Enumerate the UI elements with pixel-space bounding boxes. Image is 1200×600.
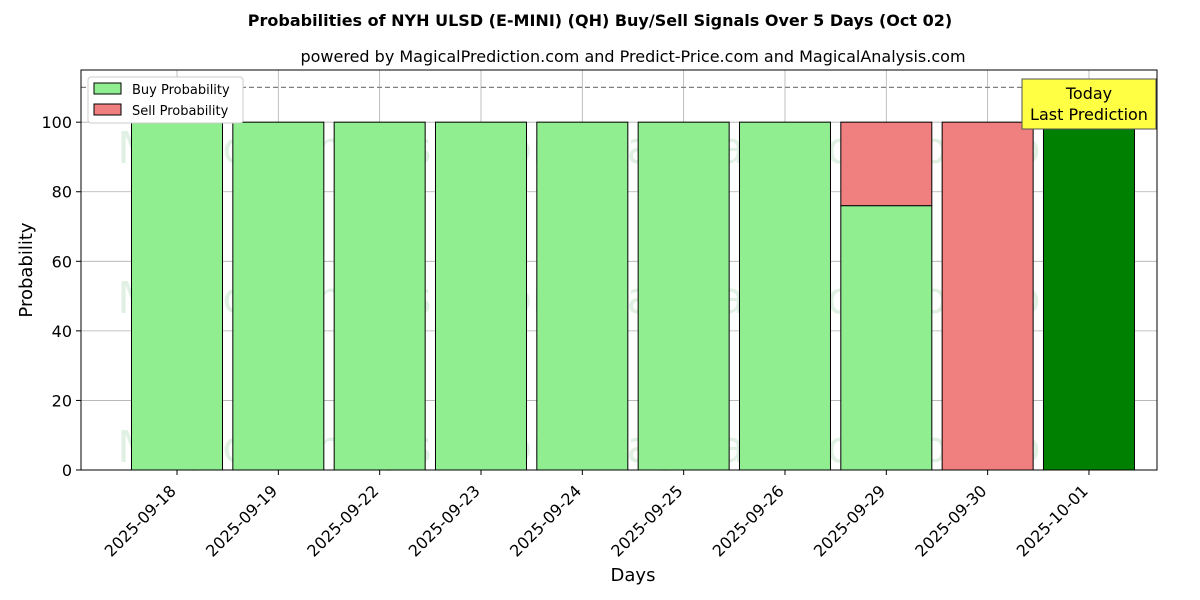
legend-label-buy: Buy Probability (132, 83, 230, 98)
bar-buy (738, 121, 831, 471)
bars-layer (131, 121, 1135, 471)
bar-buy (131, 121, 223, 471)
bar-buy (1042, 121, 1135, 471)
y-tick-label: 40 (52, 322, 72, 341)
x-tick-label: 2025-09-26 (709, 481, 788, 560)
x-axis-label: Days (611, 565, 656, 586)
x-tick-label: 2025-09-25 (607, 481, 686, 560)
x-tick-label: 2025-09-24 (506, 481, 585, 560)
x-tick-label: 2025-09-18 (101, 481, 180, 560)
x-tick-label: 2025-09-22 (303, 481, 382, 560)
legend-swatch-sell (93, 103, 122, 116)
annotation-box (1021, 78, 1157, 130)
legend-label-sell: Sell Probability (132, 104, 229, 119)
today-annotation: Today Last Prediction (1021, 78, 1157, 130)
annotation-line-1: Today (1065, 84, 1112, 103)
annotation-line-2: Last Prediction (1030, 105, 1148, 124)
bar-buy (536, 121, 629, 471)
x-tick-label: 2025-10-01 (1013, 481, 1092, 560)
legend-frame (87, 76, 244, 124)
y-axis-label: Probability (16, 222, 37, 317)
chart-subtitle: powered by MagicalPrediction.com and Pre… (300, 47, 965, 66)
plot-frame (80, 69, 1158, 471)
x-tick-label: 2025-09-29 (810, 481, 889, 560)
bar-buy (333, 121, 426, 471)
y-tick-label: 0 (62, 461, 72, 480)
chart-title: Probabilities of NYH ULSD (E-MINI) (QH) … (248, 11, 952, 30)
bar-sell (840, 121, 933, 207)
bar-buy (232, 121, 325, 471)
bar-buy (434, 121, 527, 471)
y-tick-label: 80 (52, 183, 72, 202)
legend-swatch-buy (93, 82, 122, 95)
bar-buy (840, 205, 933, 471)
bar-sell (941, 121, 1034, 471)
x-tick-label: 2025-09-30 (911, 481, 990, 560)
y-tick-label: 20 (52, 391, 72, 410)
y-tick-label: 60 (52, 252, 72, 271)
bar-buy (637, 121, 730, 471)
x-tick-label: 2025-09-19 (202, 481, 281, 560)
x-tick-label: 2025-09-23 (405, 481, 484, 560)
legend: Buy Probability Sell Probability (87, 76, 244, 124)
y-tick-label: 100 (41, 113, 72, 132)
